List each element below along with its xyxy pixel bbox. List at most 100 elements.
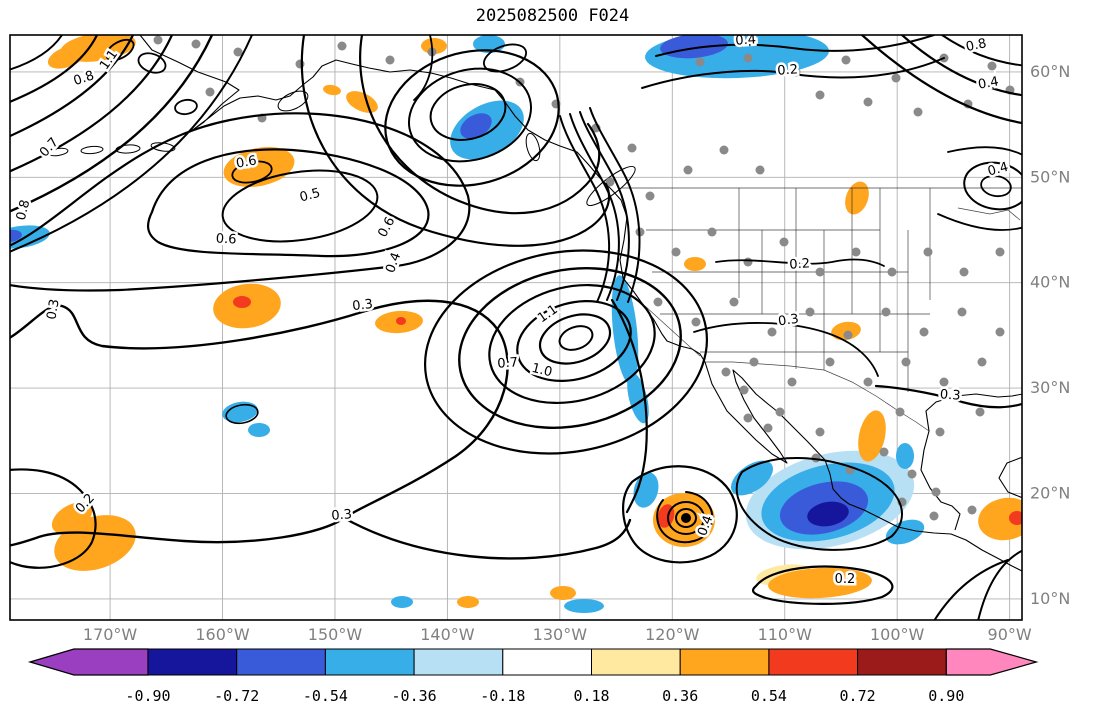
anomaly-patch-cyan xyxy=(611,275,639,385)
anomaly-patch-orange xyxy=(457,596,479,608)
station-dot xyxy=(923,247,933,257)
colorbar-tick-label: 0.54 xyxy=(751,687,787,705)
contour-line xyxy=(488,283,656,405)
station-dot xyxy=(605,177,615,187)
contour-line xyxy=(860,35,1022,125)
anomaly-patch-cyan xyxy=(222,401,258,423)
state-border xyxy=(957,207,1021,221)
station-dot xyxy=(975,407,985,417)
station-dot xyxy=(385,55,395,65)
station-dot xyxy=(957,307,967,317)
contour-label: 0.3 xyxy=(777,312,800,330)
contour-line xyxy=(559,115,610,303)
anomaly-patch-orange xyxy=(323,84,341,96)
anomaly-patch-orange xyxy=(346,91,378,113)
contour-line xyxy=(429,83,507,141)
contour-line xyxy=(675,508,697,528)
station-dot xyxy=(233,47,243,57)
contour-line xyxy=(174,98,198,116)
island-outline xyxy=(277,90,309,112)
contour-line xyxy=(579,111,630,301)
contour-line xyxy=(558,325,594,351)
station-dot xyxy=(815,90,825,100)
anomaly-patch-cyan xyxy=(896,443,914,469)
contour-label: 0.2 xyxy=(835,572,856,587)
station-dot xyxy=(729,297,739,307)
contour-label: 0.2 xyxy=(777,62,799,78)
anomaly-patch-orange xyxy=(51,502,93,534)
station-dot xyxy=(719,145,729,155)
colorbar-tick-label: -0.90 xyxy=(125,687,170,705)
lon-axis-labels: 170°W 160°W 150°W 140°W 130°W 120°W 110°W 100°W… xyxy=(83,625,1032,644)
contour-line xyxy=(977,549,1022,620)
station-dot xyxy=(841,55,851,65)
lat-tick-label: 60°N xyxy=(1030,62,1070,81)
contour-label: 0.6 xyxy=(375,215,398,240)
anomaly-patch-orange xyxy=(421,38,447,54)
lat-tick-label: 40°N xyxy=(1030,273,1070,292)
contour-label: 0.3 xyxy=(939,387,961,403)
station-dot xyxy=(707,227,717,237)
anomaly-patch-red xyxy=(233,296,251,308)
lat-tick-label: 10°N xyxy=(1030,589,1070,608)
anomaly-patch-orange xyxy=(768,567,872,599)
station-dot xyxy=(337,41,347,51)
station-dot xyxy=(805,307,815,317)
colorbar-segment xyxy=(324,648,415,676)
contour-label: 0.4 xyxy=(977,74,1000,92)
station-dot xyxy=(627,143,637,153)
lat-axis-labels: 60°N 50°N 40°N 30°N 20°N 10°N xyxy=(1030,62,1070,608)
contour-line xyxy=(413,35,434,101)
map-frame xyxy=(9,34,1023,621)
contour-line xyxy=(667,501,705,535)
lon-tick-label: 100°W xyxy=(870,625,925,644)
contour-line xyxy=(589,107,641,303)
island-outline xyxy=(80,145,104,155)
station-dot xyxy=(763,423,773,433)
anomaly-patch-orange xyxy=(845,181,869,215)
contour-layer xyxy=(10,35,1022,620)
station-dot xyxy=(851,247,861,257)
contour-line xyxy=(516,300,632,382)
station-dot xyxy=(901,357,911,367)
colorbar-segment xyxy=(413,648,504,676)
station-dot xyxy=(671,247,681,257)
contour-line xyxy=(10,35,63,71)
state-border xyxy=(644,305,701,357)
anomaly-patch-cyan xyxy=(633,472,659,508)
contour-label: 0.4 xyxy=(735,32,757,48)
contour-line xyxy=(10,112,471,292)
lon-tick-label: 170°W xyxy=(83,625,138,644)
contour-line xyxy=(980,174,1012,198)
station-dot xyxy=(191,39,201,49)
contour-label: 0.7 xyxy=(497,355,519,371)
anomaly-patch-orange xyxy=(978,497,1022,541)
contour-line xyxy=(10,468,97,569)
contour-line xyxy=(655,35,935,57)
contour-line xyxy=(423,249,709,455)
anomaly-patch-red xyxy=(396,317,406,325)
contour-line xyxy=(752,565,894,605)
station-dot xyxy=(683,165,693,175)
station-dot xyxy=(743,257,753,267)
colorbar-segment xyxy=(591,648,681,676)
anomaly-patch-orange xyxy=(684,257,706,271)
station-dot xyxy=(787,377,797,387)
station-dot xyxy=(891,73,901,83)
station-dot xyxy=(931,487,941,497)
anomaly-patch-red xyxy=(1009,511,1022,525)
contour-line xyxy=(225,403,259,425)
contour-line xyxy=(231,160,273,184)
lat-tick-label: 50°N xyxy=(1030,167,1070,186)
station-dot xyxy=(843,330,853,340)
station-dot xyxy=(935,427,945,437)
anomaly-patch-cyan xyxy=(391,596,413,608)
contour-line xyxy=(641,57,945,89)
contour-line xyxy=(715,258,885,267)
anomaly-patch-orange xyxy=(223,146,295,188)
station-dot xyxy=(153,35,163,45)
graticule-grid-layer xyxy=(10,35,1022,620)
contour-line xyxy=(105,38,135,62)
contour-line xyxy=(937,213,1022,231)
station-dot xyxy=(881,307,891,317)
